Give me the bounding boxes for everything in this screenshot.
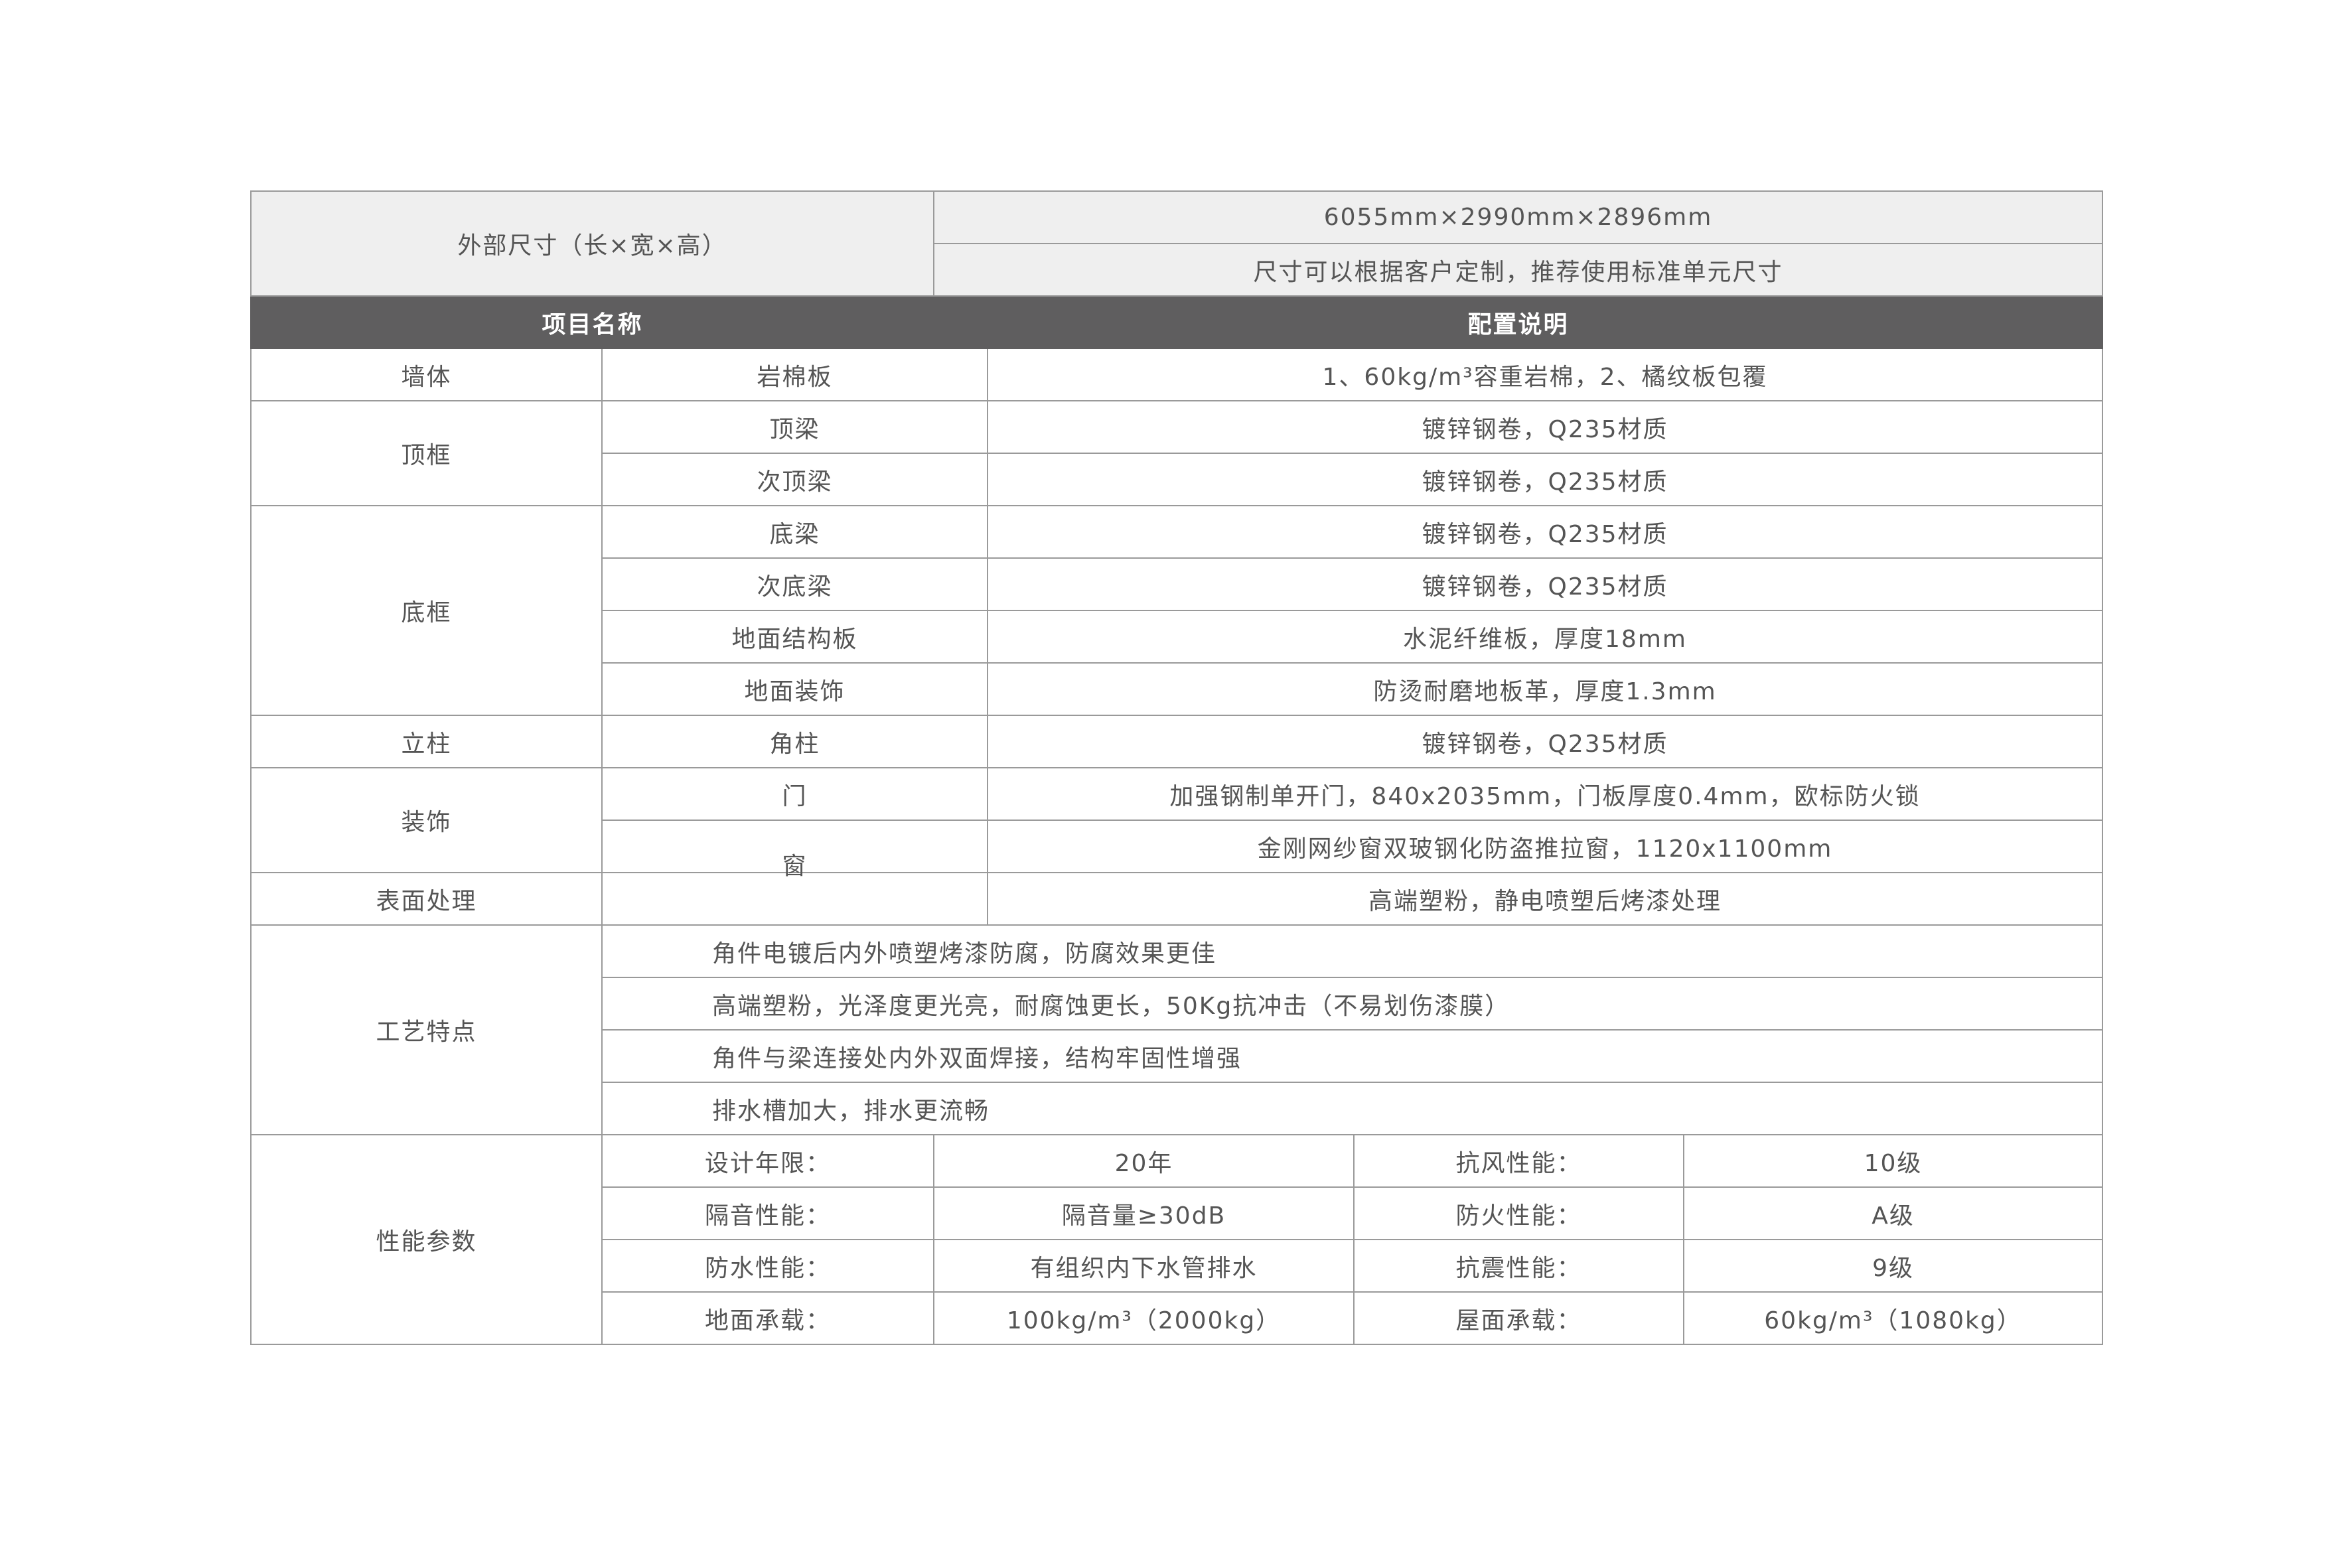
perf-value: 60kg/m³（1080kg） bbox=[1682, 1291, 2104, 1345]
craft-row: 高端塑粉，光泽度更光亮，耐腐蚀更长，50Kg抗冲击（不易划伤漆膜） bbox=[251, 977, 2104, 1031]
performance-row: 地面承载： 100kg/m³（2000kg） 屋面承载： 60kg/m³（108… bbox=[251, 1291, 2104, 1345]
desc-cell: 镀锌钢卷，Q235材质 bbox=[986, 715, 2104, 768]
performance-row: 防水性能： 有组织内下水管排水 抗震性能： 9级 bbox=[251, 1239, 2104, 1293]
header-config: 配置说明 bbox=[932, 295, 2104, 349]
table-row: 立柱 角柱 镀锌钢卷，Q235材质 bbox=[250, 715, 2104, 768]
perf-label: 隔音性能： bbox=[601, 1186, 934, 1240]
item-text: 窗 bbox=[782, 853, 808, 880]
desc-cell: 镀锌钢卷，Q235材质 bbox=[986, 400, 2104, 454]
perf-value: 100kg/m³（2000kg） bbox=[933, 1291, 1355, 1345]
table-row: 窗 金刚网纱窗双玻钢化防盗推拉窗，1120x1100mm bbox=[251, 820, 2104, 880]
spec-table: 外部尺寸（长×宽×高） 6055mm×2990mm×2896mm 尺寸可以根据客… bbox=[250, 190, 2104, 1345]
table-row: 顶框 顶梁 镀锌钢卷，Q235材质 bbox=[250, 400, 2104, 506]
item-cell: 角柱 bbox=[601, 715, 988, 768]
item-cell: 门 bbox=[601, 767, 988, 821]
craft-row: 工艺特点 角件电镀后内外喷塑烤漆防腐，防腐效果更佳 bbox=[250, 924, 2104, 1135]
craft-item: 高端塑粉，光泽度更光亮，耐腐蚀更长，50Kg抗冲击（不易划伤漆膜） bbox=[601, 977, 2104, 1031]
item-cell: 次顶梁 bbox=[601, 453, 988, 506]
table-row: 底框 底梁 镀锌钢卷，Q235材质 bbox=[250, 505, 2104, 716]
table-header: 项目名称 配置说明 bbox=[250, 295, 2104, 349]
perf-value: A级 bbox=[1682, 1186, 2104, 1240]
desc-cell: 加强钢制单开门，840x2035mm，门板厚度0.4mm，欧标防火锁 bbox=[986, 767, 2104, 821]
desc-cell: 镀锌钢卷，Q235材质 bbox=[986, 557, 2104, 611]
header-item: 项目名称 bbox=[250, 295, 934, 349]
perf-label: 抗震性能： bbox=[1353, 1239, 1684, 1293]
performance-group: 性能参数 bbox=[250, 1134, 603, 1345]
group-cell: 装饰 bbox=[250, 767, 603, 873]
perf-label: 防水性能： bbox=[601, 1239, 934, 1293]
performance-row: 隔音性能： 隔音量≥30dB 防火性能： A级 bbox=[251, 1186, 2104, 1240]
dimensions-value: 6055mm×2990mm×2896mm bbox=[932, 190, 2104, 244]
item-cell: 次底梁 bbox=[601, 557, 988, 611]
desc-cell: 防烫耐磨地板革，厚度1.3mm bbox=[986, 662, 2104, 716]
desc-cell: 镀锌钢卷，Q235材质 bbox=[986, 505, 2104, 559]
group-cell: 顶框 bbox=[250, 400, 603, 506]
group-cell: 立柱 bbox=[250, 715, 603, 768]
craft-item: 角件电镀后内外喷塑烤漆防腐，防腐效果更佳 bbox=[601, 924, 2104, 978]
craft-item: 角件与梁连接处内外双面焊接，结构牢固性增强 bbox=[601, 1029, 2104, 1083]
item-cell: 底梁 bbox=[601, 505, 988, 559]
dimensions-note: 尺寸可以根据客户定制，推荐使用标准单元尺寸 bbox=[932, 243, 2104, 297]
table-row: 次顶梁 镀锌钢卷，Q235材质 bbox=[251, 453, 2104, 506]
craft-row: 角件与梁连接处内外双面焊接，结构牢固性增强 bbox=[251, 1029, 2104, 1083]
table-row: 次底梁 镀锌钢卷，Q235材质 bbox=[251, 557, 2104, 611]
craft-group: 工艺特点 bbox=[250, 924, 603, 1135]
table-row: 墙体 岩棉板 1、60kg/m³容重岩棉，2、橘纹板包覆 bbox=[250, 348, 2104, 401]
dimensions-label: 外部尺寸（长×宽×高） bbox=[250, 190, 934, 297]
desc-cell: 高端塑粉，静电喷塑后烤漆处理 bbox=[986, 872, 2104, 926]
perf-label: 设计年限： bbox=[601, 1134, 934, 1188]
perf-value: 20年 bbox=[933, 1134, 1355, 1188]
perf-label: 地面承载： bbox=[601, 1291, 934, 1345]
group-cell: 墙体 bbox=[250, 348, 603, 401]
desc-cell: 水泥纤维板，厚度18mm bbox=[986, 610, 2104, 664]
item-cell: 地面结构板 bbox=[601, 610, 988, 664]
desc-cell: 金刚网纱窗双玻钢化防盗推拉窗，1120x1100mm bbox=[986, 820, 2104, 873]
perf-label: 抗风性能： bbox=[1353, 1134, 1684, 1188]
dimensions-row: 外部尺寸（长×宽×高） 6055mm×2990mm×2896mm bbox=[250, 190, 2104, 297]
craft-item: 排水槽加大，排水更流畅 bbox=[601, 1082, 2104, 1135]
item-cell bbox=[601, 872, 988, 926]
perf-value: 10级 bbox=[1682, 1134, 2104, 1188]
desc-cell: 1、60kg/m³容重岩棉，2、橘纹板包覆 bbox=[986, 348, 2104, 401]
table-row: 地面结构板 水泥纤维板，厚度18mm bbox=[251, 610, 2104, 664]
desc-cell: 镀锌钢卷，Q235材质 bbox=[986, 453, 2104, 506]
item-cell: 顶梁 bbox=[601, 400, 988, 454]
table-row: 装饰 门 加强钢制单开门，840x2035mm，门板厚度0.4mm，欧标防火锁 bbox=[250, 767, 2104, 873]
dimensions-note-row: 尺寸可以根据客户定制，推荐使用标准单元尺寸 bbox=[251, 243, 2104, 297]
craft-row: 排水槽加大，排水更流畅 bbox=[251, 1082, 2104, 1135]
table-row: 表面处理 高端塑粉，静电喷塑后烤漆处理 bbox=[250, 872, 2104, 926]
performance-row: 性能参数 设计年限： 20年 抗风性能： 10级 bbox=[250, 1134, 2104, 1345]
group-cell: 底框 bbox=[250, 505, 603, 716]
perf-value: 有组织内下水管排水 bbox=[933, 1239, 1355, 1293]
perf-value: 隔音量≥30dB bbox=[933, 1186, 1355, 1240]
group-cell: 表面处理 bbox=[250, 872, 603, 926]
item-cell: 地面装饰 bbox=[601, 662, 988, 716]
perf-label: 防火性能： bbox=[1353, 1186, 1684, 1240]
item-cell: 岩棉板 bbox=[601, 348, 988, 401]
perf-label: 屋面承载： bbox=[1353, 1291, 1684, 1345]
table-row: 地面装饰 防烫耐磨地板革，厚度1.3mm bbox=[251, 662, 2104, 716]
item-cell: 窗 bbox=[601, 820, 988, 880]
perf-value: 9级 bbox=[1682, 1239, 2104, 1293]
